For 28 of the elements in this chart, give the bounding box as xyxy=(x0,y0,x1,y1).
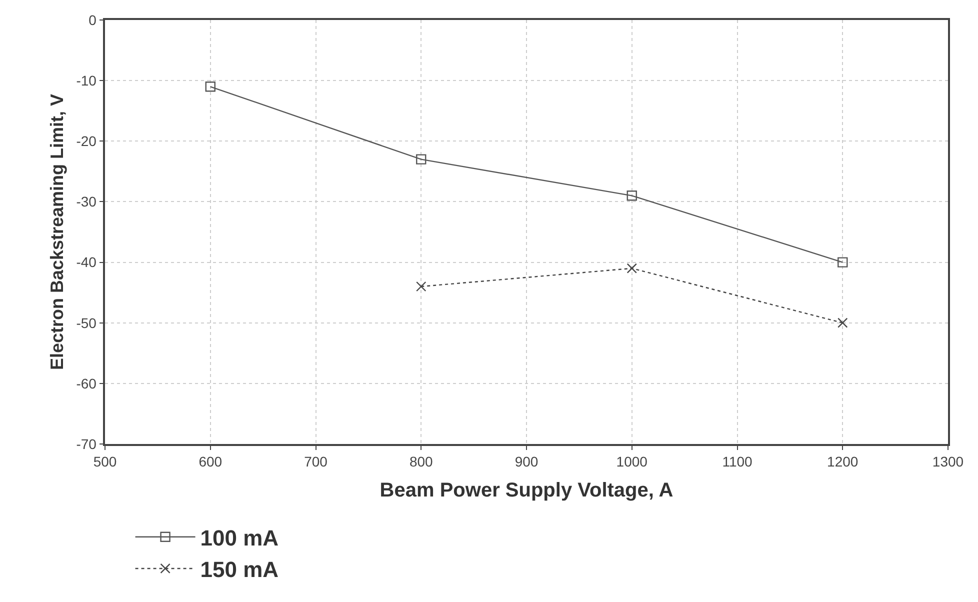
x-tick-label: 800 xyxy=(409,454,434,470)
x-tick-label: 600 xyxy=(198,454,222,470)
legend-label: 150 mA xyxy=(200,557,279,582)
legend-label: 100 mA xyxy=(200,525,279,550)
y-tick-label: -50 xyxy=(76,314,97,331)
y-tick-label: -70 xyxy=(76,436,97,452)
y-tick-label: -30 xyxy=(76,194,97,210)
x-tick-label: 1000 xyxy=(616,454,648,470)
point xyxy=(626,263,637,274)
x-tick-label: 900 xyxy=(514,454,538,470)
point xyxy=(626,190,637,201)
point xyxy=(416,154,426,164)
x-tick-label: 1300 xyxy=(932,454,964,470)
y-tick-label: -40 xyxy=(76,254,97,270)
point xyxy=(838,257,848,268)
y-tick-label: -60 xyxy=(76,375,97,392)
point xyxy=(838,318,848,328)
x-tick-label: 1200 xyxy=(827,454,858,470)
y-tick-label: -20 xyxy=(76,133,97,150)
point xyxy=(205,82,216,92)
y-tick-label: -10 xyxy=(76,72,97,88)
y-axis-title: Electron Backstreaming Limit, V xyxy=(46,94,67,370)
x-tick-label: 500 xyxy=(93,454,117,470)
point xyxy=(416,281,426,292)
x-tick-label: 1100 xyxy=(722,454,753,470)
x-tick-label: 700 xyxy=(304,454,328,470)
y-tick-label: 0 xyxy=(88,12,97,28)
x-axis-title: Beam Power Supply Voltage, A xyxy=(380,480,674,502)
